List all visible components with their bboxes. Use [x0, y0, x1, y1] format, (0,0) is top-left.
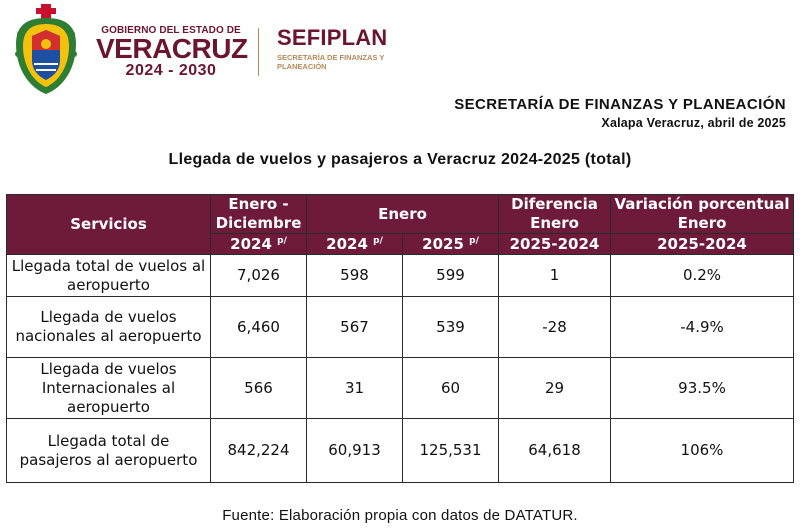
logo-divider	[258, 28, 259, 76]
cell-enero-2025: 599	[402, 254, 499, 297]
cell-enero-2025: 60	[402, 357, 499, 419]
cell-variacion: 0.2%	[610, 254, 794, 297]
cell-variacion: -4.9%	[610, 296, 794, 358]
sefiplan-subtitle: SECRETARÍA DE FINANZAS Y PLANEACIÓN	[277, 53, 385, 71]
cell-ene-dic-2024: 6,460	[210, 296, 307, 358]
cell-variacion: 93.5%	[610, 357, 794, 419]
cell-servicio: Llegada de vuelos Internacionales al aer…	[6, 357, 211, 419]
col-header-servicios: Servicios	[6, 194, 211, 255]
cell-ene-dic-2024: 7,026	[210, 254, 307, 297]
cell-servicio: Llegada de vuelos nacionales al aeropuer…	[6, 296, 211, 358]
col-header-ene-dic-year: 2024 p/	[210, 233, 307, 255]
col-header-diferencia: Diferencia Enero	[498, 194, 611, 234]
col-header-variacion: Variación porcentual Enero	[610, 194, 794, 234]
cell-enero-2025: 125,531	[402, 418, 499, 483]
flights-table: Servicios Enero - Diciembre Enero Difere…	[6, 194, 794, 483]
cell-enero-2024: 598	[306, 254, 403, 297]
cell-diferencia: -28	[498, 296, 611, 358]
col-header-ene-dic: Enero - Diciembre	[210, 194, 307, 234]
cell-enero-2024: 31	[306, 357, 403, 419]
cell-enero-2025: 539	[402, 296, 499, 358]
prelim-mark: p/	[469, 235, 479, 246]
sefiplan-name: SEFIPLAN	[277, 25, 388, 50]
table-title: Llegada de vuelos y pasajeros a Veracruz…	[168, 151, 632, 168]
cell-enero-2024: 60,913	[306, 418, 403, 483]
cell-ene-dic-2024: 842,224	[210, 418, 307, 483]
year-label: 2025	[422, 234, 464, 253]
gov-line1: GOBIERNO DEL ESTADO DE	[101, 25, 241, 36]
cell-servicio: Llegada total de vuelos al aeropuerto	[6, 254, 211, 297]
year-label: 2024	[230, 234, 272, 253]
table-row: Llegada de vuelos Internacionales al aer…	[6, 357, 794, 419]
col-header-variacion-years: 2025-2024	[610, 233, 794, 255]
table-row: Llegada total de vuelos al aeropuerto 7,…	[6, 254, 794, 297]
gov-years: 2024 - 2030	[125, 62, 217, 79]
cell-enero-2024: 567	[306, 296, 403, 358]
prelim-mark: p/	[373, 235, 383, 246]
col-header-enero: Enero	[306, 194, 499, 234]
header-row-years: 2024 p/ 2024 p/ 2025 p/ 2025-2024 2025-2…	[7, 233, 794, 255]
year-label: 2024	[326, 234, 368, 253]
cell-ene-dic-2024: 566	[210, 357, 307, 419]
veracruz-coat-of-arms-logo	[15, 4, 77, 94]
cell-diferencia: 29	[498, 357, 611, 419]
sefiplan-logo: SEFIPLAN SECRETARÍA DE FINANZAS Y PLANEA…	[277, 25, 417, 72]
col-header-enero-2025: 2025 p/	[402, 233, 499, 255]
office-title: SECRETARÍA DE FINANZAS Y PLANEACIÓN	[454, 96, 786, 113]
gobierno-veracruz-logo: GOBIERNO DEL ESTADO DE VERACRUZ 2024 - 2…	[96, 25, 248, 80]
gov-name: VERACRUZ	[96, 33, 248, 64]
col-header-diferencia-years: 2025-2024	[498, 233, 611, 255]
col-header-enero-2024: 2024 p/	[306, 233, 403, 255]
cell-diferencia: 1	[498, 254, 611, 297]
page-header: GOBIERNO DEL ESTADO DE VERACRUZ 2024 - 2…	[0, 0, 800, 100]
cell-servicio: Llegada total de pasajeros al aeropuerto	[6, 418, 211, 483]
cell-variacion: 106%	[610, 418, 794, 483]
table-row: Llegada de vuelos nacionales al aeropuer…	[6, 296, 794, 358]
header-row-top: Servicios Enero - Diciembre Enero Difere…	[6, 194, 794, 255]
prelim-mark: p/	[277, 235, 287, 246]
cell-diferencia: 64,618	[498, 418, 611, 483]
place-date: Xalapa Veracruz, abril de 2025	[601, 116, 786, 130]
table-row: Llegada total de pasajeros al aeropuerto…	[6, 418, 794, 483]
source-note: Fuente: Elaboración propia con datos de …	[222, 507, 578, 524]
